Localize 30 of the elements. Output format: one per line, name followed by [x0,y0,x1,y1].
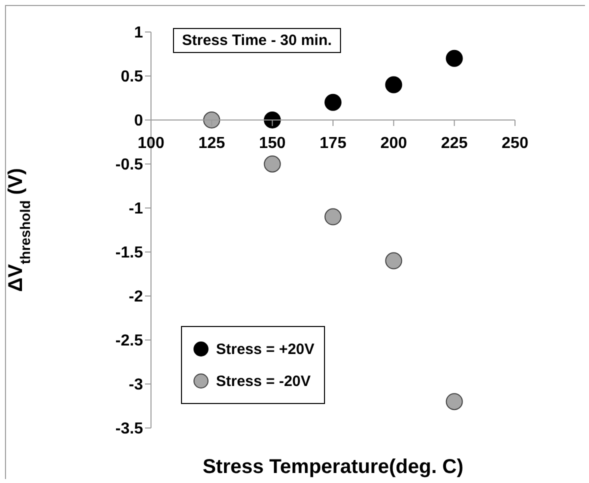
point [324,208,342,226]
legend-label: Stress = -20V [216,372,311,390]
point [264,112,281,128]
x-tick-label: 100 [138,135,164,152]
y-tick-label: -2.5 [115,332,144,350]
point [324,94,342,111]
x-tick-label: 150 [258,135,286,152]
point [385,76,402,94]
x-tick-label: 175 [320,135,346,152]
x-tick-label: 125 [198,135,226,152]
y-tick-label: 0.5 [120,68,144,86]
legend-label: Stress = +20V [216,340,314,358]
point [446,393,463,410]
point [264,156,281,172]
x-tick-label: 250 [502,135,528,152]
y-tick-label: -1.5 [115,244,144,262]
y-tick-label: -1 [128,200,144,218]
y-tick-label: 1 [134,24,144,42]
point [385,252,402,270]
y-tick-label: -0.5 [115,156,144,174]
point [446,50,463,67]
x-axis-title: Stress Temperature(deg. C) [202,456,464,478]
y-tick-label: -3.5 [115,420,144,438]
x-tick-label: 225 [440,135,468,152]
point [203,112,220,128]
y-tick-label: -2 [128,288,144,306]
y-tick-label: -3 [128,376,144,394]
chart-title: Stress Time - 30 min. [173,28,341,53]
y-tick-label: 0 [134,112,144,130]
x-tick-label: 200 [380,135,408,152]
